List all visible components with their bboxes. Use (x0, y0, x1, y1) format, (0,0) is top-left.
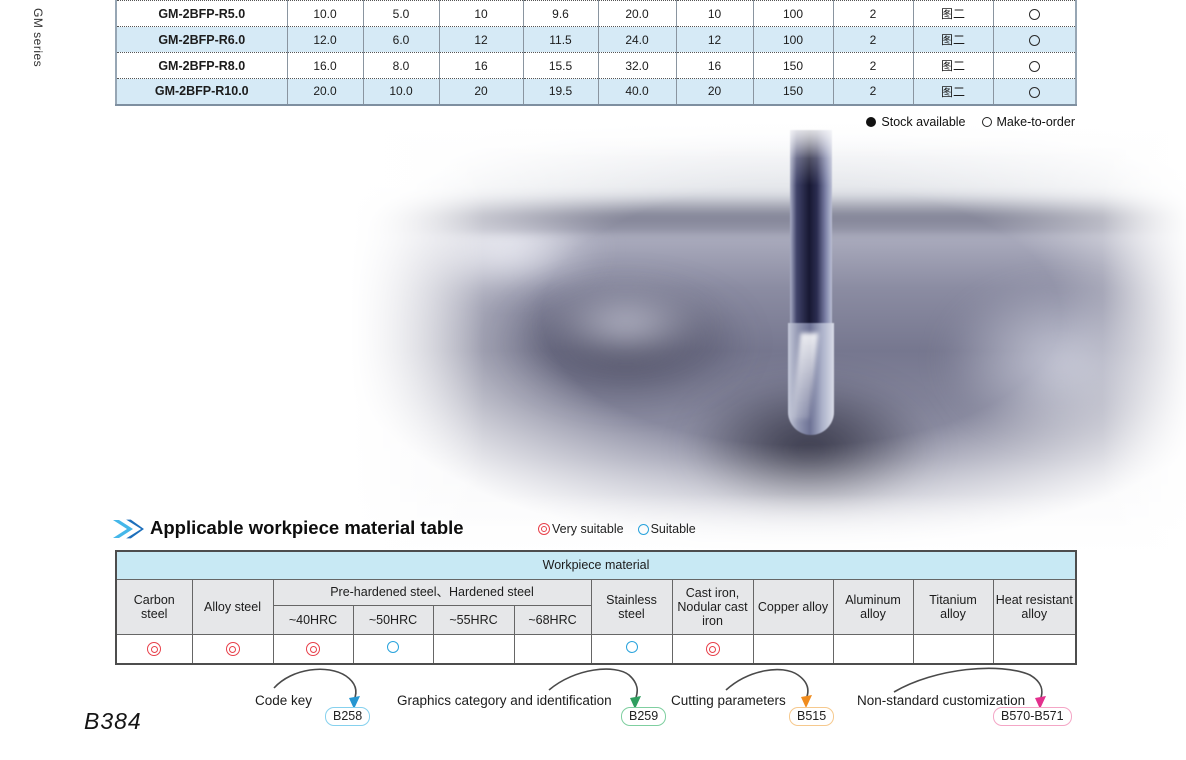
very-suitable-symbol (306, 642, 320, 656)
curved-arrow (548, 668, 641, 709)
column-header: Stainless steel (590, 578, 673, 635)
make-to-order-label: Make-to-order (996, 115, 1076, 129)
page-ref-badge: B515 (789, 707, 835, 726)
model-code: GM-2BFP-R10.0 (116, 78, 287, 105)
make-to-order-symbol (1028, 60, 1040, 72)
footnote-graphics-category: Graphics category and identification B25… (397, 660, 672, 730)
page-ref-badge: B259 (621, 707, 667, 726)
page-ref-badge: B570-B571 (993, 707, 1072, 726)
footnote-label: Code key (255, 693, 313, 708)
page-ref-badge: B258 (325, 707, 371, 726)
material-section-heading: Applicable workpiece material table Very… (112, 516, 696, 542)
footnote-label: Non-standard customization (857, 693, 1026, 708)
footnote-label: Cutting parameters (671, 693, 786, 708)
suitable-symbol (387, 641, 399, 654)
very-suitable-symbol (147, 642, 162, 656)
make-to-order-symbol (1028, 34, 1040, 46)
footnote-cutting-parameters: Cutting parameters B515 (671, 662, 836, 730)
model-code: GM-2BFP-R8.0 (116, 52, 287, 79)
machining-photo (350, 118, 1186, 566)
column-header: Alloy steel (191, 578, 274, 635)
suitable-symbol (625, 641, 638, 654)
curved-arrow (725, 668, 812, 708)
column-header: Heat resistant alloy (992, 578, 1077, 635)
column-header: ~50HRC (352, 604, 434, 635)
footnote-label: Graphics category and identification (397, 693, 612, 708)
stock-available-icon (866, 117, 877, 127)
very-suitable-icon (538, 523, 550, 535)
make-to-order-symbol (1028, 8, 1040, 20)
column-header: ~55HRC (432, 604, 515, 635)
column-header: Copper alloy (752, 578, 834, 635)
column-header: ~68HRC (513, 604, 592, 635)
very-suitable-symbol (705, 642, 720, 656)
make-to-order-symbol (1028, 86, 1040, 98)
double-chevron-icon (113, 518, 146, 540)
curved-arrow (273, 668, 360, 709)
curved-arrow (893, 667, 1046, 709)
model-code: GM-2BFP-R6.0 (116, 26, 287, 53)
suitability-row (115, 633, 1077, 665)
section-title: Applicable workpiece material table (150, 517, 464, 538)
spec-row: GM-2BFP-R10.0 20.0 10.0 20 19.5 40.0 20 … (116, 78, 1076, 105)
photo-vignette (350, 118, 1186, 566)
column-header: Aluminum alloy (832, 578, 914, 635)
column-header: ~40HRC (272, 604, 354, 635)
footnote-non-standard: Non-standard customization B570-B571 (857, 660, 1072, 730)
suitability-legend: Very suitable Suitable (538, 522, 696, 536)
group-header: Pre-hardened steel、Hardened steel (272, 578, 592, 606)
spec-row: GM-2BFP-R8.0 16.0 8.0 16 15.5 32.0 16 15… (116, 52, 1076, 79)
spec-row: GM-2BFP-R6.0 12.0 6.0 12 11.5 24.0 12 10… (116, 26, 1076, 53)
page-number: B384 (84, 708, 142, 734)
workpiece-material-header: Workpiece material (115, 550, 1077, 580)
column-header: Titanium alloy (912, 578, 994, 635)
suitable-label: Suitable (650, 522, 696, 536)
spec-row: GM-2BFP-R5.0 10.0 5.0 10 9.6 20.0 10 100… (116, 0, 1076, 27)
workpiece-material-table: Workpiece material Carbon steel Alloy st… (115, 550, 1078, 665)
column-header: Cast iron, Nodular cast iron (671, 578, 754, 635)
spec-table: GM-2BFP-R5.0 10.0 5.0 10 9.6 20.0 10 100… (115, 0, 1077, 106)
stock-legend: Stock available Make-to-order (835, 115, 1075, 129)
model-code: GM-2BFP-R5.0 (116, 0, 287, 27)
series-label: GM series (31, 8, 45, 68)
very-suitable-symbol (225, 642, 240, 656)
very-suitable-label: Very suitable (552, 522, 624, 536)
make-to-order-icon (981, 117, 992, 127)
stock-available-label: Stock available (881, 115, 966, 129)
footnote-code-key: Code key B258 (255, 662, 375, 730)
column-header: Carbon steel (115, 578, 193, 635)
suitable-icon (637, 523, 649, 535)
